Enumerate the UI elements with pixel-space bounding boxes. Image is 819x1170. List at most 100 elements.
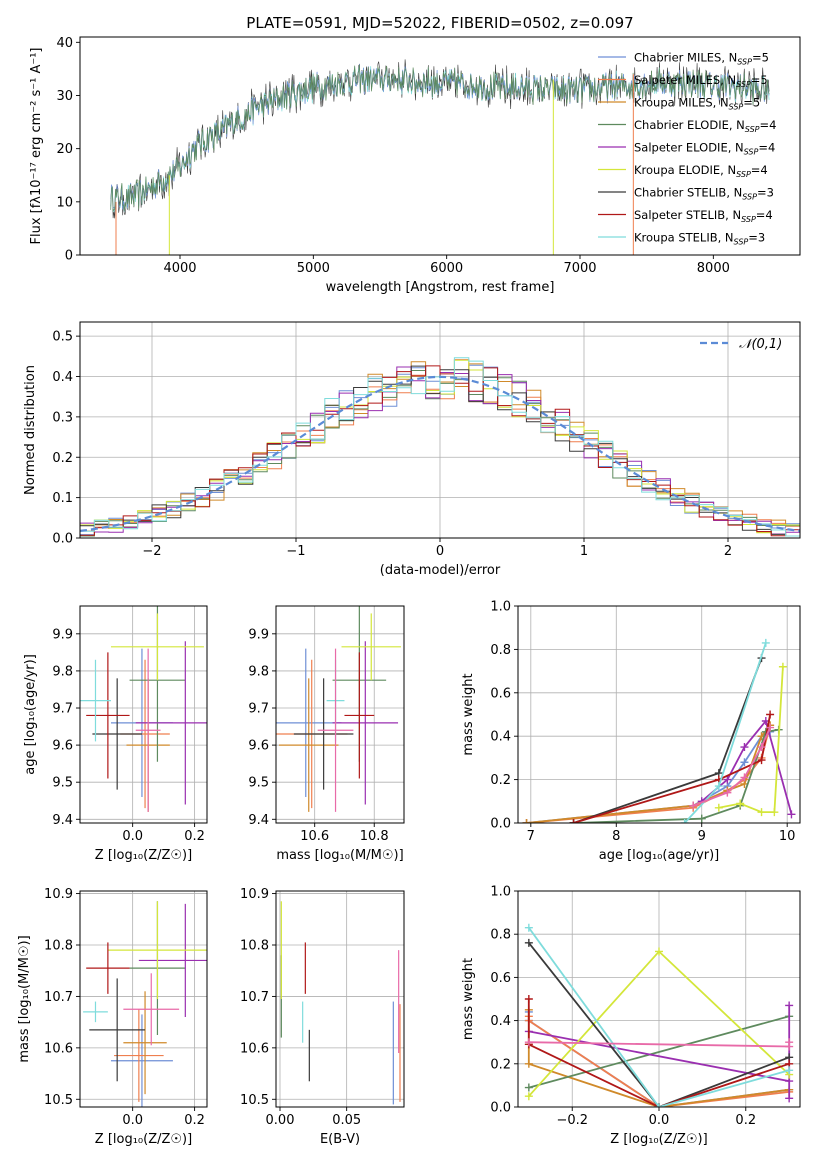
y-tick-label: 0.3 — [52, 410, 73, 425]
plot-area — [80, 357, 800, 537]
plot-area — [522, 638, 796, 823]
weight-point-marker — [778, 662, 787, 671]
x-tick-label: 0.0 — [122, 1113, 143, 1128]
y-tick-label: 40 — [56, 36, 73, 51]
y-axis-label: age [log₁₀(age/yr)] — [23, 654, 38, 775]
x-tick-label: 7000 — [563, 261, 596, 276]
y-tick-label: 10.6 — [240, 1041, 269, 1056]
y-tick-label: 10.5 — [44, 1093, 73, 1108]
legend-entry: Kroupa MILES, NSSP=5 — [634, 96, 760, 112]
weight-point-marker — [522, 819, 531, 823]
weight-point-marker — [766, 710, 775, 719]
plot-layer: 4000 5000 6000 7000 8000010203040wavelength … — [17, 36, 801, 1147]
y-tick-label: 0.8 — [490, 643, 511, 658]
axes-frame — [275, 890, 405, 1108]
y-tick-label: 0.0 — [490, 1101, 511, 1116]
x-tick-label: 4000 — [163, 261, 196, 276]
x-axis-label: (data-model)/error — [380, 563, 501, 578]
x-tick-label: 0.2 — [735, 1113, 756, 1128]
y-tick-label: 0.8 — [490, 928, 511, 943]
y-tick-label: 10.5 — [240, 1093, 269, 1108]
x-tick-label: 0.00 — [266, 1113, 295, 1128]
axes-frame — [79, 890, 208, 1108]
y-tick-label: 9.6 — [52, 739, 73, 754]
x-tick-label: 8 — [612, 829, 620, 844]
legend-entry: Chabrier ELODIE, NSSP=4 — [634, 118, 776, 134]
x-axis-label: age [log₁₀(age/yr)] — [599, 848, 720, 863]
chart-age_vs_mass: 10.6 10.8 9.4 9.5 9.6 9.7 9.8 9.9 mass [log₁₀(M/… — [248, 605, 405, 863]
y-tick-label: 9.8 — [248, 664, 269, 679]
weight-point-marker — [689, 801, 698, 810]
axes-frame — [517, 605, 801, 824]
y-tick-label: 0.2 — [490, 773, 511, 788]
y-tick-label: 9.7 — [52, 702, 73, 717]
y-tick-label: 1.0 — [490, 600, 511, 615]
plot-area — [280, 901, 401, 1105]
weight-point-marker — [757, 808, 766, 817]
weight-point-marker — [714, 782, 723, 791]
y-tick-label: 10.8 — [44, 939, 73, 954]
x-tick-label: 5000 — [297, 261, 330, 276]
x-tick-label: 0.05 — [332, 1113, 361, 1128]
weight-point-marker — [785, 1001, 794, 1010]
y-tick-label: 10.8 — [240, 939, 269, 954]
x-tick-label: 10 — [779, 829, 796, 844]
legend-entry: Salpeter MILES, NSSP=5 — [634, 73, 768, 89]
y-tick-label: 0.5 — [52, 330, 73, 345]
plot-area — [524, 923, 794, 1107]
y-tick-label: 10.9 — [240, 887, 269, 902]
x-tick-label: 1 — [580, 544, 588, 559]
y-tick-label: 9.6 — [248, 739, 269, 754]
x-axis-label: wavelength [Angstrom, rest frame] — [326, 280, 555, 295]
y-axis-label: Flux [fλ10⁻¹⁷ erg cm⁻² s⁻¹ A⁻¹] — [29, 48, 44, 245]
y-tick-label: 0.6 — [490, 686, 511, 701]
x-tick-label: 10.6 — [300, 829, 329, 844]
weight-series-line — [528, 942, 790, 1107]
weight-point-marker — [787, 810, 796, 819]
weight-point-marker — [714, 803, 723, 812]
histogram-series — [80, 365, 800, 537]
chart-weight_vs_Z: −0.2 0.0 0.2 0.0 0.2 0.4 0.6 0.8 1.0 Z [log₁₀(Z/Z… — [461, 885, 801, 1147]
legend-entry: Kroupa ELODIE, NSSP=4 — [634, 163, 768, 179]
legend-entry: Chabrier MILES, NSSP=5 — [634, 51, 769, 67]
y-tick-label: 10.6 — [44, 1041, 73, 1056]
x-tick-label: 10.8 — [360, 829, 389, 844]
x-tick-label: 0.0 — [122, 829, 143, 844]
x-tick-label: −1 — [286, 544, 305, 559]
y-tick-label: 9.9 — [52, 627, 73, 642]
x-tick-label: −0.2 — [556, 1113, 588, 1128]
y-tick-label: 0.0 — [52, 532, 73, 547]
x-tick-label: 6000 — [430, 261, 463, 276]
y-tick-label: 0.4 — [52, 370, 73, 385]
weight-point-marker — [785, 1066, 794, 1075]
y-tick-label: 9.7 — [248, 702, 269, 717]
chart-mass_vs_ebv: 0.00 0.05 10.5 10.6 10.7 10.8 10.9 E(B-V) — [240, 887, 405, 1147]
weight-point-marker — [757, 756, 766, 765]
y-axis-label: mass [log₁₀(M/M☉)] — [17, 935, 32, 1062]
plot-area — [276, 606, 402, 812]
x-tick-label: 0 — [436, 544, 444, 559]
y-tick-label: 0.1 — [52, 491, 73, 506]
weight-point-marker — [723, 788, 732, 797]
y-tick-label: 0.2 — [490, 1057, 511, 1072]
weight-point-marker — [757, 743, 766, 752]
y-axis-label: mass weight — [461, 673, 476, 755]
weight-point-marker — [569, 819, 578, 823]
weight-point-marker — [723, 775, 732, 784]
spectrum-line — [110, 64, 770, 212]
chart-mass_vs_Z: 0.0 0.2 10.5 10.6 10.7 10.8 10.9 Z [log₁₀(Z/Z☉)… — [17, 887, 208, 1147]
x-tick-label: 7 — [527, 829, 535, 844]
weight-point-marker — [655, 1103, 663, 1107]
weight-point-marker — [785, 1094, 794, 1103]
weight-point-marker — [680, 819, 689, 823]
weight-point-marker — [761, 638, 770, 647]
y-tick-label: 0.4 — [490, 730, 511, 745]
weight-point-marker — [524, 1092, 533, 1101]
x-axis-label: Z [log₁₀(Z/Z☉)] — [95, 848, 192, 863]
weight-point-marker — [740, 773, 749, 782]
y-tick-label: 0.6 — [490, 971, 511, 986]
x-tick-label: 0.2 — [184, 1113, 205, 1128]
x-axis-label: E(B-V) — [320, 1132, 360, 1147]
x-tick-label: 0.0 — [649, 1113, 670, 1128]
